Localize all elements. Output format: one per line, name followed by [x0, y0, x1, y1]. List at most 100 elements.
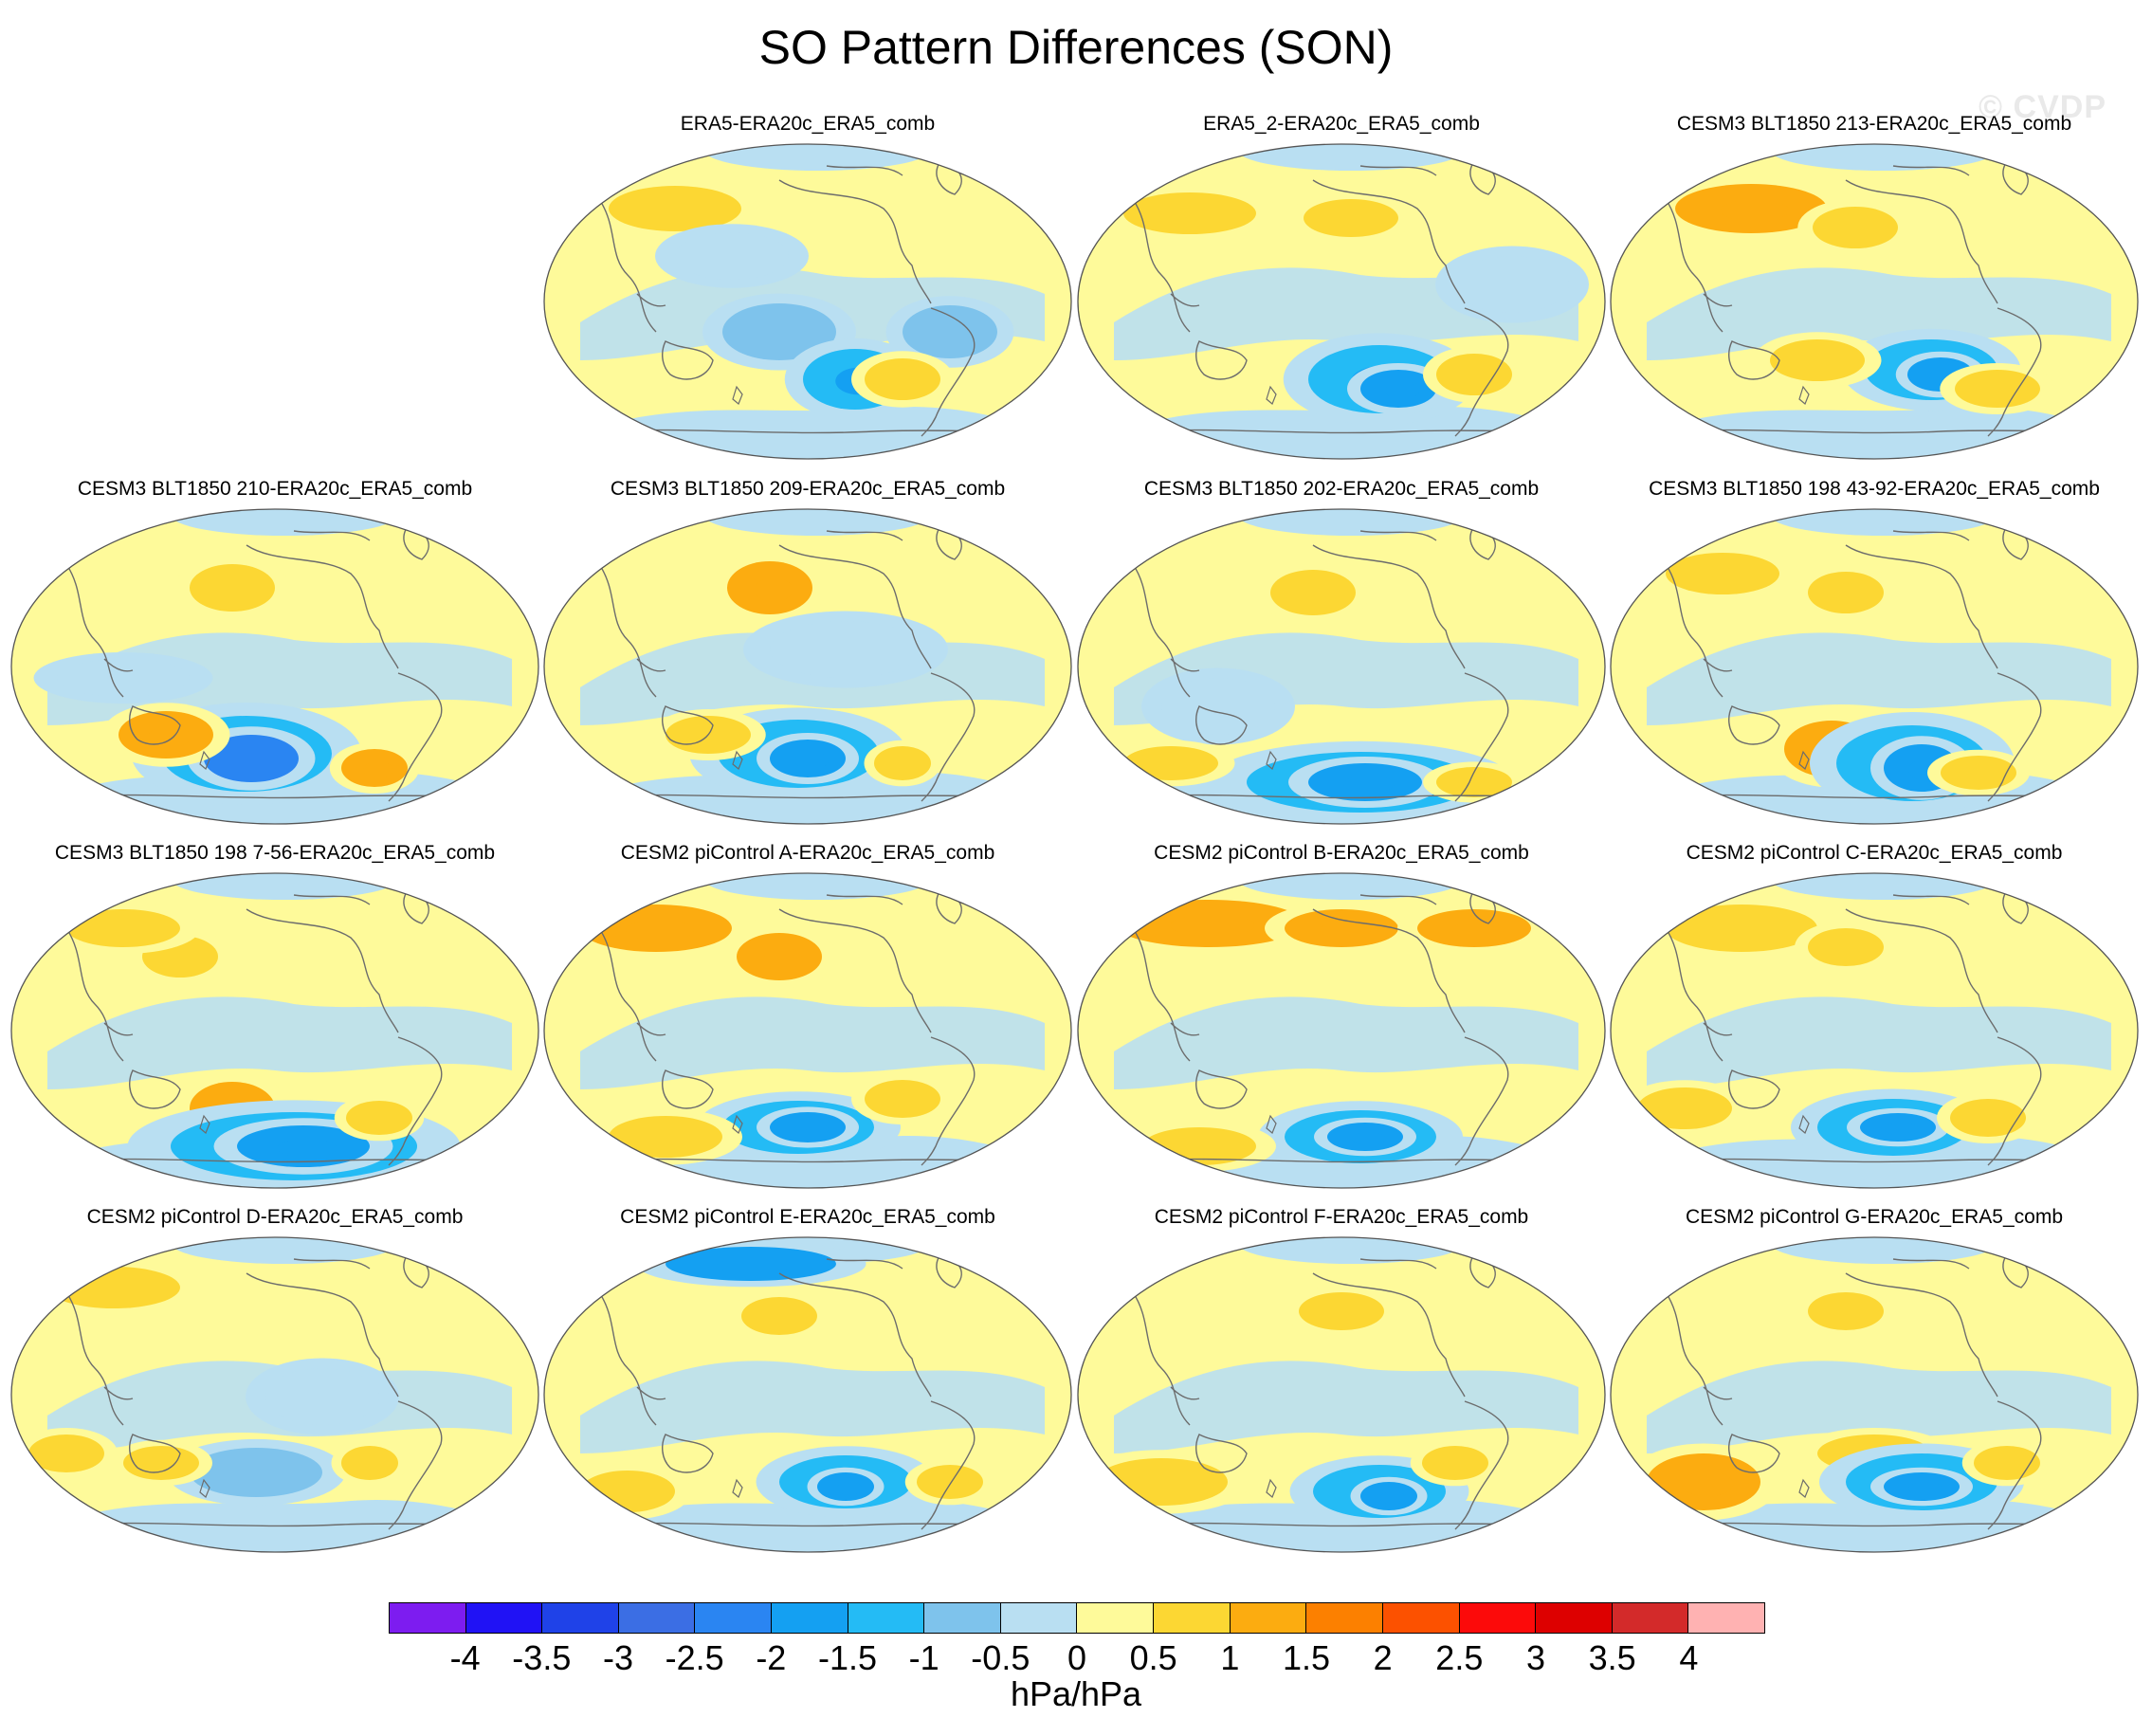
- positive-anomaly-region: [1808, 928, 1884, 966]
- map-svg: [543, 508, 1072, 825]
- colorbar-tick-label: -1: [908, 1638, 939, 1677]
- map-border: [10, 508, 539, 825]
- negative-anomaly-region: [171, 509, 398, 536]
- negative-anomaly-region: [1114, 1361, 1578, 1453]
- map-border: [543, 1236, 1072, 1553]
- colorbar-swatch: [1382, 1603, 1460, 1633]
- panel-title: CESM3 BLT1850 210-ERA20c_ERA5_comb: [77, 478, 473, 500]
- coastline: [1845, 908, 1998, 1033]
- coastline: [1665, 198, 1723, 333]
- positive-anomaly-region: [1770, 339, 1865, 381]
- positive-anomaly-region: [28, 1434, 104, 1472]
- coastline: [1728, 340, 1780, 380]
- map-panel: CESM2 piControl F-ERA20c_ERA5_comb: [1076, 1205, 1607, 1556]
- positive-anomaly-region: [1637, 1087, 1732, 1129]
- colorbar-swatch: [542, 1603, 619, 1633]
- map-panel: CESM3 BLT1850 209-ERA20c_ERA5_comb: [542, 477, 1073, 828]
- colorbar-swatch: [848, 1603, 925, 1633]
- coastline: [199, 1478, 210, 1498]
- negative-anomaly-region: [1770, 1237, 1997, 1264]
- panel-title: CESM2 piControl G-ERA20c_ERA5_comb: [1686, 1206, 2063, 1228]
- map-border: [1077, 508, 1606, 825]
- coastline: [778, 544, 932, 669]
- colorbar-swatch: [618, 1603, 696, 1633]
- coastline: [921, 1036, 976, 1166]
- map-svg: [10, 508, 539, 825]
- negative-anomaly-region: [722, 303, 836, 360]
- negative-anomaly-region: [703, 144, 931, 171]
- coastline: [826, 1258, 903, 1270]
- coastline: [662, 1434, 714, 1473]
- map-panel: CESM2 piControl E-ERA20c_ERA5_comb: [542, 1205, 1073, 1556]
- panel-title: CESM3 BLT1850 209-ERA20c_ERA5_comb: [610, 478, 1006, 500]
- positive-anomaly-region: [1808, 572, 1884, 613]
- positive-anomaly-region: [1436, 354, 1512, 395]
- negative-anomaly-region: [1385, 382, 1419, 399]
- colorbar-swatch: [1154, 1603, 1231, 1633]
- map-panel: CESM2 piControl C-ERA20c_ERA5_comb: [1609, 841, 2140, 1192]
- coastline: [65, 563, 124, 698]
- colorbar-swatch: [1230, 1603, 1307, 1633]
- negative-anomaly-region: [1647, 632, 2111, 725]
- coastline: [921, 307, 976, 437]
- negative-anomaly-region: [1647, 1361, 2111, 1453]
- panel-title: CESM3 BLT1850 202-ERA20c_ERA5_comb: [1143, 478, 1540, 500]
- positive-anomaly-region: [609, 186, 741, 231]
- negative-anomaly-region: [794, 752, 829, 769]
- negative-anomaly-region: [716, 1257, 793, 1274]
- colorbar-tick-label: -3: [602, 1638, 634, 1677]
- negative-anomaly-region: [1770, 509, 1997, 536]
- coastline: [1728, 1434, 1780, 1473]
- positive-anomaly-region: [1123, 746, 1218, 780]
- map-border: [543, 508, 1072, 825]
- coastline: [129, 1434, 181, 1473]
- negative-anomaly-region: [1237, 873, 1465, 900]
- panel-title: CESM3 BLT1850 198 7-56-ERA20c_ERA5_comb: [54, 842, 496, 864]
- coastline: [778, 908, 932, 1033]
- coastline: [1195, 705, 1248, 745]
- coastline: [1892, 165, 1970, 176]
- negative-anomaly-region: [190, 1448, 322, 1497]
- negative-anomaly-region: [770, 621, 921, 678]
- panel-title: ERA5_2-ERA20c_ERA5_comb: [1203, 113, 1480, 135]
- colorbar-tick-label: 0.5: [1129, 1638, 1177, 1677]
- map-panel: CESM3 BLT1850 202-ERA20c_ERA5_comb: [1076, 477, 1607, 828]
- negative-anomaly-region: [1647, 267, 2111, 360]
- coastline: [103, 1386, 134, 1400]
- positive-anomaly-region: [1427, 1273, 1541, 1311]
- colorbar-swatch: [1612, 1603, 1689, 1633]
- positive-anomaly-region: [1270, 570, 1356, 615]
- positive-anomaly-region: [1941, 756, 2016, 790]
- coastline: [1845, 544, 1998, 669]
- negative-anomaly-region: [1237, 1237, 1465, 1264]
- coastline: [1312, 908, 1466, 1033]
- positive-anomaly-region: [1320, 922, 1371, 939]
- colorbar-tick-label: 1.5: [1282, 1638, 1331, 1677]
- coastline: [778, 1272, 932, 1398]
- positive-anomaly-region: [1422, 1446, 1488, 1480]
- coastline: [732, 750, 743, 770]
- map-panel: CESM2 piControl A-ERA20c_ERA5_comb: [542, 841, 1073, 1192]
- coastline: [1728, 1069, 1780, 1109]
- coastline: [293, 1258, 371, 1270]
- map-border: [1610, 508, 2139, 825]
- positive-anomaly-region: [1974, 1446, 2040, 1480]
- colorbar: [389, 1602, 1765, 1634]
- map-svg: [1077, 872, 1606, 1189]
- coastline: [662, 340, 714, 380]
- coastline: [103, 658, 134, 672]
- colorbar-tick-label: 3.5: [1588, 1638, 1636, 1677]
- coastline: [1798, 750, 1810, 770]
- coastline: [1170, 293, 1200, 307]
- colorbar-tick-label: 2: [1373, 1638, 1393, 1677]
- coastline: [598, 927, 657, 1062]
- positive-anomaly-region: [1123, 192, 1256, 234]
- coastline: [1798, 1478, 1810, 1498]
- positive-anomaly-region: [865, 1080, 940, 1118]
- map-panel: CESM3 BLT1850 213-ERA20c_ERA5_comb: [1609, 112, 2140, 463]
- coastline: [388, 672, 443, 802]
- coastline: [1703, 658, 1733, 672]
- negative-anomaly-region: [703, 873, 931, 900]
- positive-anomaly-region: [1950, 1099, 2026, 1137]
- positive-anomaly-region: [47, 1267, 180, 1308]
